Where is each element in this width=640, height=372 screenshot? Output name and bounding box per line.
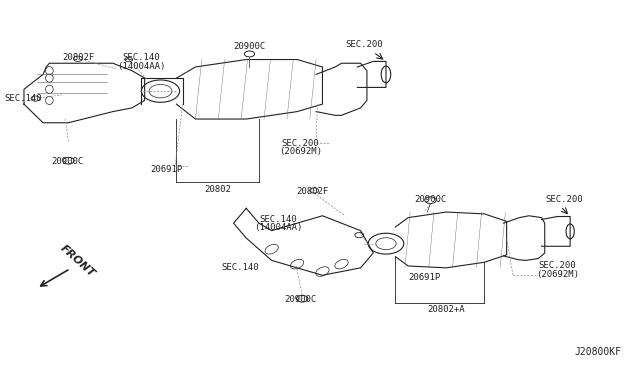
Text: J20800KF: J20800KF — [574, 347, 621, 357]
Text: SEC.200: SEC.200 — [345, 40, 383, 49]
Text: SEC.140: SEC.140 — [259, 215, 297, 224]
Text: (20692M): (20692M) — [279, 147, 322, 156]
Text: (20692M): (20692M) — [536, 270, 579, 279]
Text: (14004AA): (14004AA) — [254, 223, 302, 232]
Text: 20802F: 20802F — [297, 187, 329, 196]
Text: SEC.200: SEC.200 — [539, 262, 576, 270]
Text: 20802+A: 20802+A — [428, 305, 465, 314]
Text: FRONT: FRONT — [59, 243, 97, 279]
Text: SEC.140: SEC.140 — [123, 53, 160, 62]
Text: 20900C: 20900C — [234, 42, 266, 51]
Text: SEC.200: SEC.200 — [282, 139, 319, 148]
Text: SEC.140: SEC.140 — [4, 94, 42, 103]
Text: 20691P: 20691P — [151, 165, 183, 174]
Text: 20900C: 20900C — [414, 195, 447, 203]
Text: 20691P: 20691P — [408, 273, 440, 282]
Text: SEC.200: SEC.200 — [545, 195, 582, 203]
Text: 20900C: 20900C — [284, 295, 316, 304]
Text: (14004AA): (14004AA) — [117, 62, 166, 71]
Text: SEC.140: SEC.140 — [221, 263, 259, 272]
Text: 20900C: 20900C — [51, 157, 83, 166]
Text: 20802: 20802 — [204, 185, 231, 194]
Text: 20802F: 20802F — [62, 53, 94, 62]
